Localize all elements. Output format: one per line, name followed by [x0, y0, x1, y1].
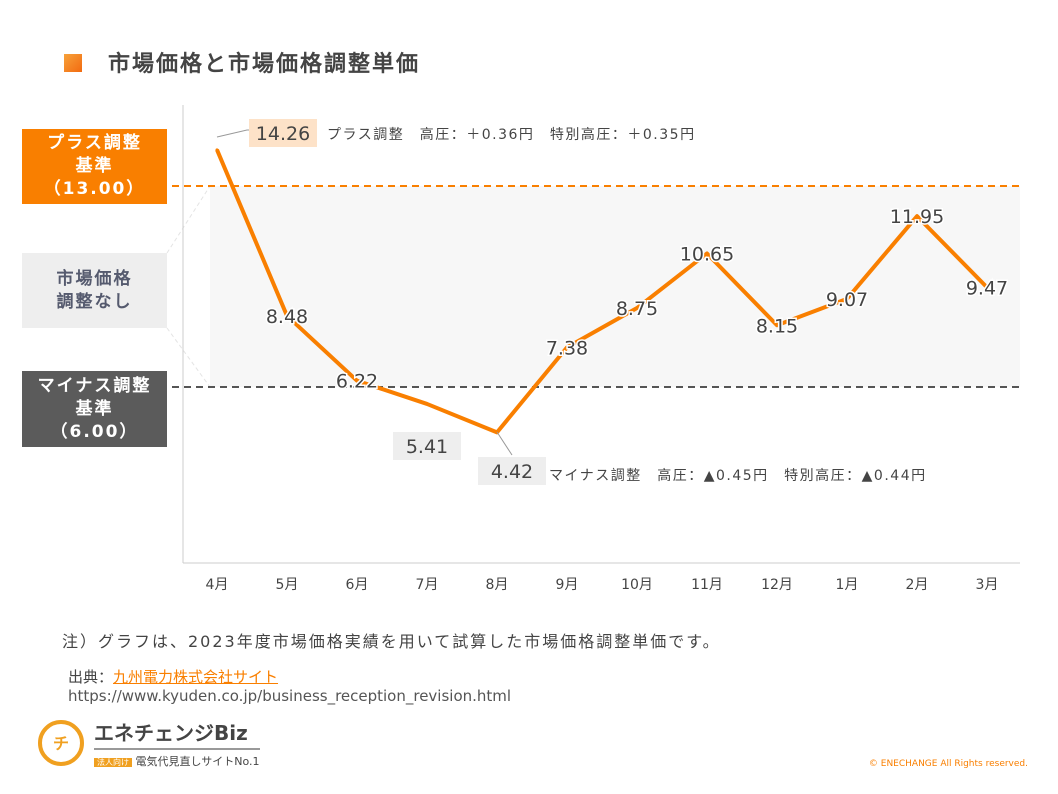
data-line [215, 149, 989, 435]
none-line1: 市場価格 [56, 268, 133, 289]
plus-line3: （13.00） [43, 179, 146, 199]
data-point [425, 402, 429, 406]
data-label: 14.26 [256, 123, 310, 145]
data-label: 4.42 [491, 461, 533, 483]
x-tick-label: 12月 [761, 577, 793, 593]
data-label: 9.07 [826, 289, 868, 311]
no-adjust-label: 市場価格 調整なし [22, 253, 167, 328]
data-point [215, 148, 219, 152]
data-point [915, 214, 919, 218]
data-label: 7.38 [546, 337, 588, 359]
line-chart: 4月 5月 6月 7月 8月 9月 10月 11月 12月 1月 2月 3月 14.26 8.48 6.22… [166, 105, 1020, 593]
copyright: © ENECHANGE All Rights reserved. [868, 759, 1028, 769]
data-label-bg [249, 119, 317, 147]
connector [166, 185, 211, 254]
leader-line [216, 129, 249, 138]
data-point [845, 297, 849, 301]
x-tick-label: 7月 [416, 577, 439, 593]
x-tick-label: 10月 [621, 577, 653, 593]
x-tick-label: 6月 [346, 577, 369, 593]
data-label-bg [393, 432, 461, 460]
connector [166, 327, 211, 388]
data-point [355, 379, 359, 383]
x-tick-label: 9月 [556, 577, 579, 593]
plus-adjust-label: プラス調整 基準 （13.00） [22, 129, 167, 204]
x-tick-label: 5月 [276, 577, 299, 593]
plus-line1: プラス調整 [47, 133, 142, 153]
data-label: 8.75 [616, 298, 658, 320]
source-link[interactable]: 九州電力株式会社サイト [113, 668, 279, 686]
data-label: 8.15 [756, 315, 798, 337]
logo: チ エネチェンジBiz 法人向け 電気代見直しサイトNo.1 [36, 717, 260, 769]
data-point [285, 314, 289, 318]
logo-tagline: 電気代見直しサイトNo.1 [135, 755, 260, 768]
x-tick-label: 2月 [906, 577, 929, 593]
data-label-bg [478, 457, 546, 485]
data-point [705, 251, 709, 255]
x-tick-label: 4月 [206, 577, 229, 593]
none-line2: 調整なし [56, 291, 133, 312]
x-tick-label: 11月 [691, 577, 723, 593]
data-label: 10.65 [680, 243, 734, 265]
data-label: 8.48 [266, 306, 308, 328]
x-tick-label: 8月 [486, 577, 509, 593]
no-adjust-band [210, 186, 1020, 387]
minus-line1: マイナス調整 [37, 375, 152, 396]
data-point [775, 323, 779, 327]
max-annotation: プラス調整 高圧：＋0.36円 特別高圧：＋0.35円 [327, 126, 696, 143]
logo-name: エネチェンジBiz [94, 717, 260, 750]
logo-icon: チ [38, 720, 84, 766]
x-tick-label: 1月 [836, 577, 859, 593]
data-label: 9.47 [966, 277, 1008, 299]
minus-line3: （6.00） [50, 421, 139, 442]
page-title: 市場価格と市場価格調整単価 [108, 52, 421, 77]
min-annotation: マイナス調整 高圧：▲0.45円 特別高圧：▲0.44円 [549, 467, 927, 484]
source-label: 出典： [68, 668, 114, 686]
data-point [635, 306, 639, 310]
source-url[interactable]: https://www.kyuden.co.jp/business_recept… [68, 687, 512, 705]
data-label: 11.95 [890, 206, 944, 228]
minus-adjust-label: マイナス調整 基準 （6.00） [22, 371, 167, 447]
title-marker [64, 54, 82, 72]
data-point [985, 285, 989, 289]
svg-text:チ: チ [53, 734, 69, 753]
minus-line2: 基準 [75, 398, 114, 419]
data-label: 6.22 [336, 371, 378, 393]
data-point [565, 345, 569, 349]
plus-line2: 基準 [75, 156, 114, 176]
footnote: 注）グラフは、2023年度市場価格実績を用いて試算した市場価格調整単価です。 [62, 632, 721, 651]
x-tick-label: 3月 [976, 577, 999, 593]
logo-badge: 法人向け [94, 758, 132, 767]
source: 出典：九州電力株式会社サイト [68, 666, 278, 687]
leader-line [496, 431, 513, 456]
data-label: 5.41 [406, 436, 448, 458]
